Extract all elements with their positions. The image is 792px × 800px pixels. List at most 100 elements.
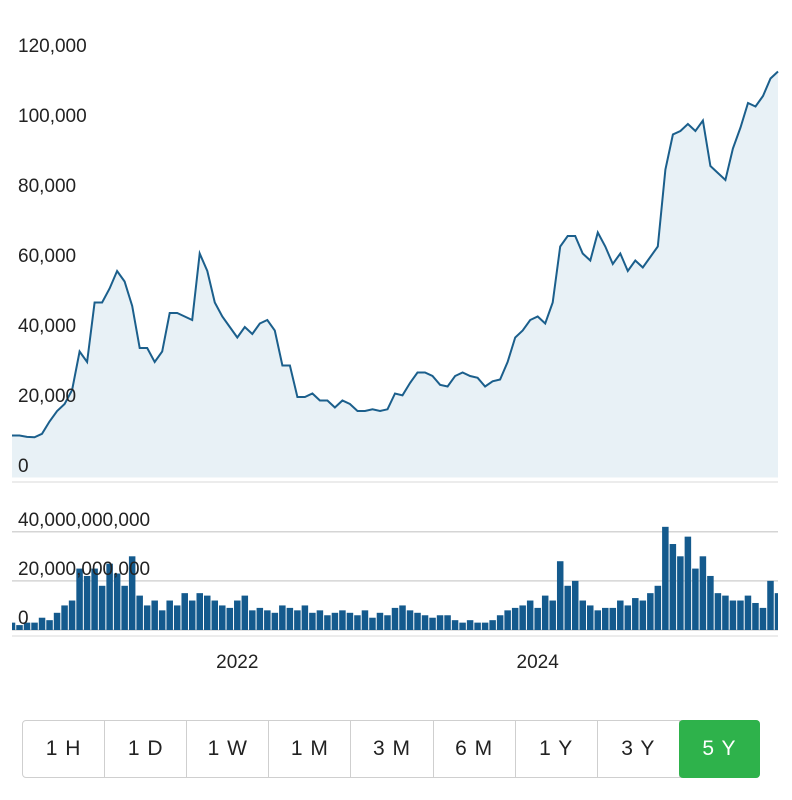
volume-bar [181,593,188,630]
volume-bar [444,615,451,630]
volume-bar [166,600,173,630]
range-button[interactable]: 3 M [351,721,434,777]
volume-bar [504,610,511,630]
volume-bar [466,620,474,630]
volume-bar [737,600,744,630]
x-tick-label: 2024 [517,652,560,673]
volume-bar [46,620,53,630]
volume-bar [459,622,466,630]
volume-bar [684,536,692,630]
y-tick-label: 100,000 [18,106,87,127]
volume-bar [594,610,602,630]
volume-bar [579,600,586,630]
volume-bar [384,615,391,630]
volume-bar [339,610,346,630]
panel: 0 20,000 40,000 60,000 80,000 100,000 120,000 [12,36,779,478]
volume-bar [451,620,459,630]
volume-bar [226,607,234,630]
volume-bar [526,600,534,630]
volume-bar [264,610,271,630]
volume-bar [12,622,16,630]
volume-bar [587,605,594,630]
volume-bar [113,573,121,630]
volume-bar [309,612,316,630]
volume-bar [354,615,361,630]
volume-bar [421,615,429,630]
volume-bar [489,620,496,630]
volume-bar [301,605,309,630]
volume-bar [714,593,722,630]
volume-bar [121,585,128,630]
range-button[interactable]: 1 Y [516,721,598,777]
range-button[interactable]: 1 M [269,721,352,777]
volume-bar [294,610,301,630]
volume-bar [647,593,654,630]
volume-bar [376,612,384,630]
range-button[interactable]: 1 W [187,721,270,777]
volume-bar [256,607,264,630]
area-fill [12,71,778,478]
volume-bar [399,605,406,630]
volume-bar [774,593,778,630]
volume-bar [38,617,46,630]
volume-bar [361,610,369,630]
y-tick-label: 60,000 [18,246,76,267]
volume-bar [692,568,699,630]
volume-bar [196,593,203,630]
volume-bar [707,575,714,630]
volume-bar [158,610,166,630]
volume-bar [241,595,249,630]
volume-bar [369,617,376,630]
volume-bar [286,607,294,630]
volume-bar [759,607,767,630]
volume-bar [279,605,286,630]
volume-bar [699,556,707,630]
volume-bar [249,610,256,630]
volume-bar [429,617,436,630]
range-button[interactable]: 6 M [434,721,516,777]
range-button[interactable]: 5 Y [678,720,760,778]
range-button[interactable]: 1 H [23,721,106,777]
volume-bar [744,595,752,630]
range-button[interactable]: 3 Y [598,721,680,777]
volume-bar [541,595,549,630]
y-tick-label: 20,000,000,000 [18,559,150,580]
volume-bar [722,595,729,630]
x-tick-label: 2022 [216,652,258,673]
volume-bar [211,600,219,630]
y-tick-label: 40,000 [18,316,76,337]
volume-bar [752,602,759,630]
volume-bar [219,605,226,630]
volume-bar [564,585,571,630]
volume-bar [106,563,113,630]
volume-bar [271,612,279,630]
volume-bar [98,585,106,630]
y-tick-label: 0 [18,608,29,629]
y-tick-label: 80,000 [18,176,76,197]
volume-bar [481,622,489,630]
volume-bar [173,605,181,630]
volume-bars [12,526,778,630]
volume-bar [83,575,91,630]
volume-bar [534,607,541,630]
panel: 0 20,000,000,000 40,000,000,000 2022 2024 [12,510,778,673]
volume-bar [624,605,632,630]
volume-bar [316,610,324,630]
volume-bar [474,622,481,630]
volume-bar [662,526,669,630]
volume-bar [767,580,774,630]
volume-bar [609,607,617,630]
volume-bar [669,544,677,630]
volume-bar [91,568,98,630]
volume-bar [53,612,61,630]
volume-bar [632,598,639,630]
volume-bar [519,605,526,630]
volume-bar [324,615,331,630]
volume-bar [23,622,31,630]
volume-bar [234,600,241,630]
range-button[interactable]: 1 D [105,721,188,777]
volume-bar [31,622,38,630]
volume-bar [76,568,83,630]
